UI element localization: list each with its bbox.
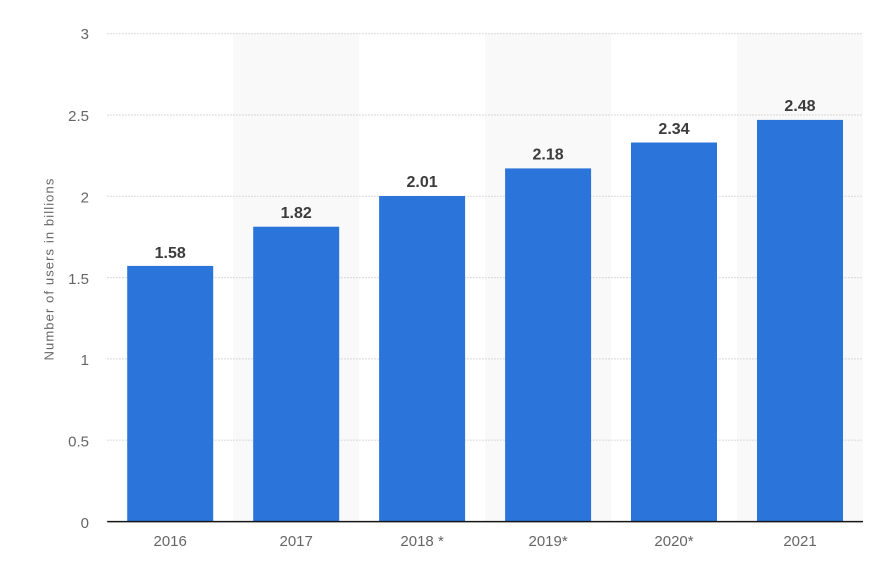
svg-text:1.82: 1.82: [281, 205, 312, 222]
svg-text:0: 0: [81, 515, 89, 532]
svg-text:2.5: 2.5: [68, 108, 89, 125]
svg-text:2.18: 2.18: [533, 147, 564, 164]
svg-text:2019*: 2019*: [528, 533, 567, 550]
svg-text:2016: 2016: [154, 533, 187, 550]
svg-text:1.5: 1.5: [68, 271, 89, 288]
svg-text:1.58: 1.58: [155, 245, 186, 262]
svg-text:0.5: 0.5: [68, 433, 89, 450]
svg-text:Number of users in billions: Number of users in billions: [42, 178, 57, 361]
svg-text:2.48: 2.48: [784, 98, 815, 115]
svg-text:2017: 2017: [280, 533, 313, 550]
svg-text:2020*: 2020*: [654, 533, 693, 550]
svg-text:2.34: 2.34: [658, 121, 689, 138]
svg-text:2: 2: [81, 190, 89, 207]
svg-text:2021: 2021: [783, 533, 816, 550]
svg-text:1: 1: [81, 352, 89, 369]
svg-text:3: 3: [81, 26, 89, 43]
svg-text:2.01: 2.01: [407, 174, 438, 191]
svg-text:2018 *: 2018 *: [400, 533, 444, 550]
